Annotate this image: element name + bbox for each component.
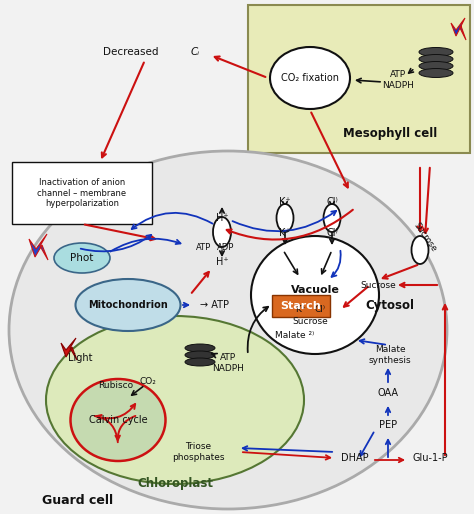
Ellipse shape xyxy=(46,316,304,484)
Ellipse shape xyxy=(9,151,447,509)
Text: Guard cell: Guard cell xyxy=(42,493,113,506)
Text: PEP: PEP xyxy=(379,420,397,430)
Text: Glu-1-P: Glu-1-P xyxy=(412,453,448,463)
Text: Malate ²⁾: Malate ²⁾ xyxy=(275,332,315,340)
Text: H⁺: H⁺ xyxy=(216,257,228,267)
Ellipse shape xyxy=(411,236,428,264)
Polygon shape xyxy=(29,234,48,260)
Text: → ATP: → ATP xyxy=(200,300,229,310)
Text: CO₂ fixation: CO₂ fixation xyxy=(281,73,339,83)
Text: Starch: Starch xyxy=(281,301,321,311)
Polygon shape xyxy=(451,18,466,40)
FancyBboxPatch shape xyxy=(248,5,470,153)
Ellipse shape xyxy=(251,236,379,354)
Text: K⁺: K⁺ xyxy=(295,305,306,315)
Text: Rubisco: Rubisco xyxy=(98,380,133,390)
Text: Cᵢ: Cᵢ xyxy=(191,47,200,57)
Text: Calvin cycle: Calvin cycle xyxy=(89,415,147,425)
Text: K⁺: K⁺ xyxy=(279,228,291,238)
Text: Malate
synthesis: Malate synthesis xyxy=(369,345,411,365)
Text: Cytosol: Cytosol xyxy=(365,299,414,311)
Text: OAA: OAA xyxy=(377,388,399,398)
Text: Cl⁾: Cl⁾ xyxy=(326,228,338,238)
Text: Sucrose: Sucrose xyxy=(412,221,438,253)
Text: Light: Light xyxy=(68,353,92,363)
FancyBboxPatch shape xyxy=(272,295,330,317)
Ellipse shape xyxy=(419,54,453,64)
Text: ATP
NADPH: ATP NADPH xyxy=(382,70,414,90)
Ellipse shape xyxy=(419,68,453,78)
Text: Triose
phosphates: Triose phosphates xyxy=(172,443,224,462)
Text: Decreased: Decreased xyxy=(103,47,162,57)
Ellipse shape xyxy=(419,47,453,57)
FancyBboxPatch shape xyxy=(12,162,152,224)
Text: Sucrose: Sucrose xyxy=(292,318,328,326)
Text: H⁺: H⁺ xyxy=(216,213,228,223)
Text: Mitochondrion: Mitochondrion xyxy=(88,300,168,310)
Text: Mesophyll cell: Mesophyll cell xyxy=(343,127,437,140)
Ellipse shape xyxy=(323,204,340,232)
Ellipse shape xyxy=(71,379,165,461)
Ellipse shape xyxy=(185,344,215,352)
Text: Sucrose: Sucrose xyxy=(360,281,396,289)
Ellipse shape xyxy=(185,358,215,366)
Text: K⁺: K⁺ xyxy=(279,197,291,207)
Text: DHAP: DHAP xyxy=(341,453,369,463)
Text: Vacuole: Vacuole xyxy=(291,285,339,295)
Ellipse shape xyxy=(185,351,215,359)
Polygon shape xyxy=(61,338,77,360)
Ellipse shape xyxy=(276,204,293,232)
Ellipse shape xyxy=(213,217,231,247)
Text: Chloroplast: Chloroplast xyxy=(137,478,213,490)
Text: Cl⁾: Cl⁾ xyxy=(315,305,326,315)
Text: CO₂: CO₂ xyxy=(140,377,157,387)
Ellipse shape xyxy=(419,62,453,70)
Ellipse shape xyxy=(75,279,181,331)
Text: ATP
NADPH: ATP NADPH xyxy=(212,353,244,373)
Ellipse shape xyxy=(54,243,110,273)
Text: Cl⁾: Cl⁾ xyxy=(326,197,338,207)
Ellipse shape xyxy=(270,47,350,109)
Text: Phot: Phot xyxy=(70,253,94,263)
Text: ATP: ATP xyxy=(196,243,211,251)
Text: Inactivation of anion
channel – membrane
hyperpolarization: Inactivation of anion channel – membrane… xyxy=(37,178,127,208)
Text: ADP: ADP xyxy=(217,243,235,251)
